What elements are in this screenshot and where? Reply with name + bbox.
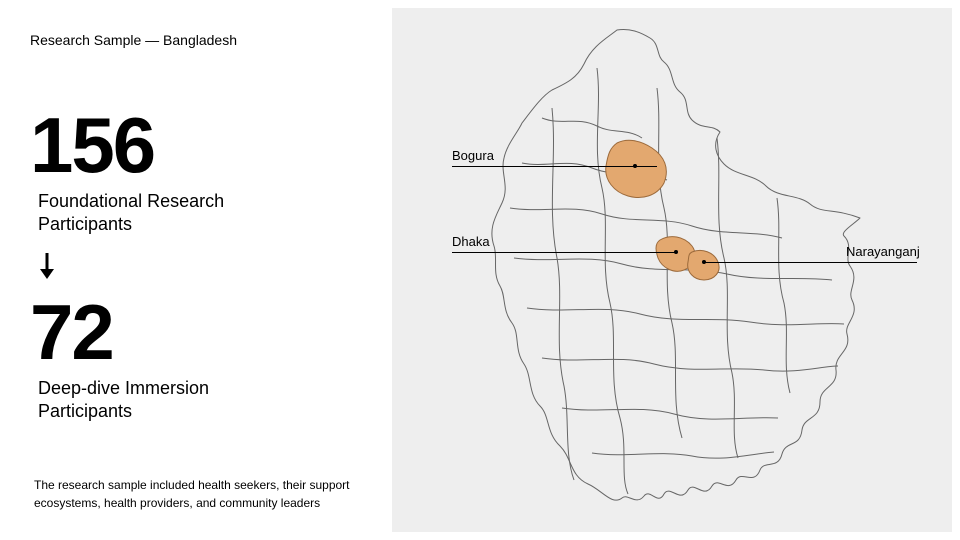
stat-foundational-value: 156 bbox=[30, 110, 362, 180]
left-panel: Research Sample — Bangladesh 156 Foundat… bbox=[0, 0, 392, 540]
stat-deepdive: 72 Deep-dive Immersion Participants bbox=[30, 297, 362, 422]
leader-dhaka bbox=[452, 252, 676, 253]
leader-narayanganj bbox=[704, 262, 917, 263]
map-panel: Bogura Dhaka Narayanganj bbox=[392, 8, 952, 532]
dot-dhaka bbox=[674, 250, 678, 254]
stat-foundational: 156 Foundational Research Participants bbox=[30, 110, 362, 235]
page-title: Research Sample — Bangladesh bbox=[30, 32, 362, 48]
map-svg bbox=[392, 8, 952, 532]
label-narayanganj: Narayanganj bbox=[846, 244, 920, 259]
label-dhaka: Dhaka bbox=[452, 234, 490, 249]
stat-deepdive-label: Deep-dive Immersion Participants bbox=[38, 377, 298, 422]
footnote-text: The research sample included health seek… bbox=[34, 476, 364, 512]
dot-bogura bbox=[633, 164, 637, 168]
leader-bogura bbox=[452, 166, 657, 167]
stat-foundational-label: Foundational Research Participants bbox=[38, 190, 298, 235]
arrow-down-icon bbox=[40, 253, 54, 279]
label-bogura: Bogura bbox=[452, 148, 494, 163]
dot-narayanganj bbox=[702, 260, 706, 264]
stat-deepdive-value: 72 bbox=[30, 297, 362, 367]
bangladesh-map: Bogura Dhaka Narayanganj bbox=[392, 8, 952, 532]
